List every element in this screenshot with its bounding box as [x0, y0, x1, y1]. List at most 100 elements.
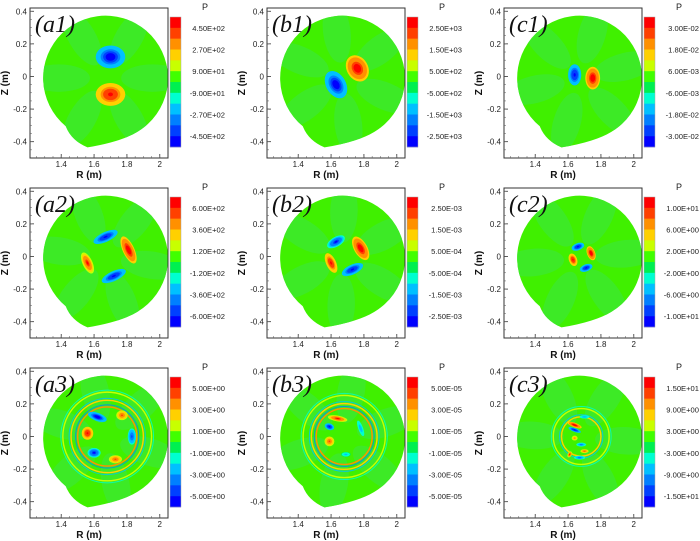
y-tick-label: -0.2: [13, 465, 27, 474]
contour-level: [360, 427, 362, 430]
colorbar-label: 2.50E+03: [429, 24, 462, 33]
structure-0: [345, 55, 369, 82]
structure-6: [573, 455, 586, 460]
structure-2: [327, 235, 345, 249]
colorbar-frame: [406, 196, 419, 328]
colorbar-title: P: [202, 362, 208, 372]
ring-inner-2: [300, 392, 388, 481]
plot-frame: [266, 7, 406, 159]
colorbar-swatch: [170, 229, 181, 241]
colorbar-swatch: [644, 377, 655, 389]
panel-label: (c1): [509, 12, 548, 38]
colorbar-label: 9.00E+01: [192, 67, 225, 76]
contour-level: [334, 82, 338, 87]
contour-level: [359, 246, 363, 251]
y-tick-label: 0.2: [253, 400, 265, 409]
structure-2: [580, 449, 589, 454]
x-tick-label: 1.4: [530, 340, 542, 349]
colorbar-label: 1.50E-03: [431, 226, 462, 235]
x-tick-label: 2: [158, 520, 163, 529]
background-band: [533, 450, 575, 505]
colorbar-swatch: [170, 82, 181, 94]
x-tick-label: 2: [632, 340, 637, 349]
structure-1: [95, 83, 126, 106]
ring-0: [76, 406, 138, 467]
colorbar-swatch: [644, 474, 655, 486]
colorbar-swatch: [644, 92, 655, 104]
y-tick-label: 0.2: [16, 40, 28, 49]
colorbar-swatch: [407, 316, 418, 328]
colorbar-label: -3.00E+00: [190, 471, 225, 480]
colorbar-swatch: [170, 71, 181, 83]
structure-1: [80, 252, 95, 274]
y-axis-label: Z (m): [474, 251, 485, 275]
structure-2: [571, 242, 585, 251]
y-tick-label: 0: [260, 432, 265, 441]
colorbar: P 1.50E+01 9.00E+00 3.00E+00 -3.00E+00 -9.00E…: [643, 362, 699, 508]
colorbar-swatch: [644, 38, 655, 50]
colorbar-swatch: [644, 125, 655, 137]
x-tick-label: 1.6: [563, 520, 575, 529]
colorbar-swatch: [170, 251, 181, 263]
colorbar-swatch: [644, 82, 655, 94]
colorbar-swatch: [407, 283, 418, 295]
panel-a3: 1.4 1.6 1.8 2 0.4 0.2 0 -0.2 -0.4 R (m) Z (m) (a3) P…: [0, 362, 225, 541]
plot-frame: [266, 187, 406, 339]
ring-inner-0: [75, 404, 140, 469]
colorbar-swatch: [644, 283, 655, 295]
colorbar-swatch: [170, 431, 181, 443]
x-axis-label: R (m): [76, 170, 102, 181]
colorbar: P 4.50E+02 2.70E+02 9.00E+01 -9.00E+01 -2.70E…: [169, 2, 225, 148]
structure-2: [324, 423, 335, 431]
y-tick-label: 0.2: [16, 400, 28, 409]
y-axis-label: Z (m): [237, 431, 248, 455]
y-tick-label: 0.4: [16, 187, 28, 196]
colorbar-label: 3.60E+02: [192, 226, 225, 235]
colorbar-swatch: [644, 71, 655, 83]
y-tick-label: -0.2: [250, 285, 264, 294]
ring-inner-1: [308, 401, 380, 472]
y-axis-label: Z (m): [474, 431, 485, 455]
colorbar-label: -6.00E+00: [664, 291, 699, 300]
colorbar-label: 2.00E+00: [666, 247, 699, 256]
y-tick-label: 0.4: [253, 367, 265, 376]
structure-5: [576, 442, 587, 447]
contour-level: [569, 453, 571, 455]
y-tick-label: -0.2: [250, 105, 264, 114]
x-axis-label: R (m): [76, 530, 102, 541]
colorbar-label: 4.50E+02: [192, 24, 225, 33]
colorbar-label: 9.00E+00: [666, 406, 699, 415]
structure-4: [87, 447, 101, 458]
contour-level: [336, 417, 340, 420]
plot-frame: [503, 367, 643, 519]
y-tick-label: 0.4: [490, 7, 502, 16]
field-layer: [43, 15, 169, 147]
contour-level: [350, 268, 355, 271]
structure-3: [357, 420, 365, 437]
contour-level: [574, 437, 576, 439]
colorbar-swatch: [644, 240, 655, 252]
colorbar-label: -3.00E+00: [664, 449, 699, 458]
y-axis-label: Z (m): [237, 71, 248, 95]
structure-0: [81, 426, 94, 440]
y-tick-label: 0: [497, 72, 502, 81]
ring-2: [62, 391, 153, 482]
colorbar-swatch: [170, 377, 181, 389]
colorbar-swatch: [407, 377, 418, 389]
colorbar-label: -2.50E-03: [429, 312, 462, 321]
colorbar-swatch: [644, 60, 655, 72]
colorbar-label: 3.00E-02: [668, 24, 699, 33]
colorbar-label: -4.50E+02: [190, 132, 225, 141]
structure-4: [568, 427, 581, 433]
colorbar-swatch: [644, 114, 655, 126]
x-axis-label: R (m): [313, 530, 339, 541]
x-tick-label: 1.8: [595, 520, 607, 529]
colorbar-swatch: [170, 485, 181, 497]
panel-label: (b2): [272, 192, 312, 218]
x-tick-label: 1.8: [358, 520, 370, 529]
colorbar-swatch: [170, 49, 181, 61]
x-axis-label: R (m): [550, 530, 576, 541]
colorbar-swatch: [170, 103, 181, 115]
contour-level: [108, 55, 113, 59]
panel-a1: 1.4 1.6 1.8 2 0.4 0.2 0 -0.2 -0.4 R (m) Z (m) (a1) P…: [0, 2, 225, 181]
